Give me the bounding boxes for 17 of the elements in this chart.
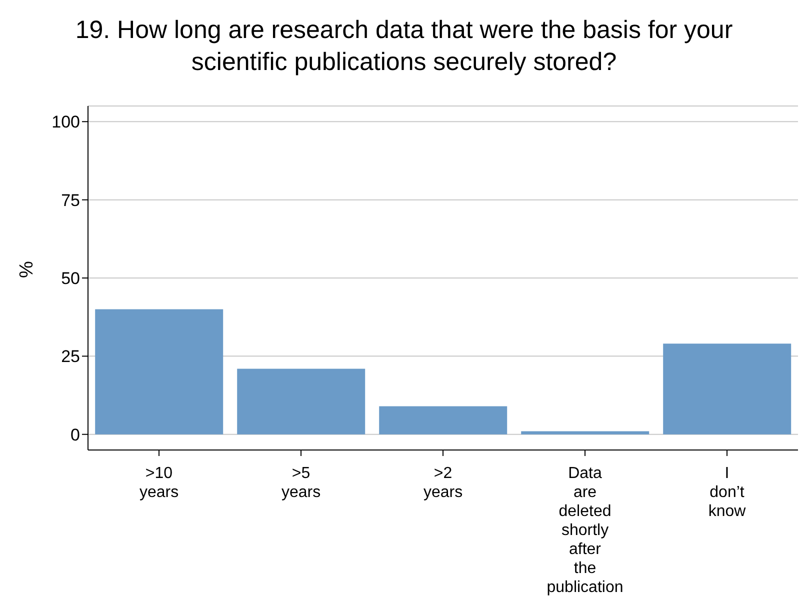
y-axis-title: % <box>16 261 38 278</box>
y-tick-label: 75 <box>61 190 80 210</box>
bar <box>237 368 366 434</box>
y-tick-label: 0 <box>70 425 80 444</box>
y-tick-label: 100 <box>52 112 80 132</box>
bar <box>663 344 792 434</box>
x-tick-label: Data are deleted shortly after the publication <box>546 465 624 596</box>
x-tick-label: I don’t know <box>708 465 746 520</box>
bar <box>95 309 224 434</box>
bar <box>521 431 650 434</box>
y-tick-label: 25 <box>61 347 80 366</box>
bar <box>379 406 508 434</box>
y-tick-label: 50 <box>61 269 80 288</box>
x-tick-label: >10 years <box>139 465 179 501</box>
x-tick-label: >2 years <box>423 465 463 501</box>
chart-title: 19. How long are research data that were the basis for your scientific publications securely stored? <box>74 15 734 78</box>
x-tick-label: >5 years <box>281 465 321 501</box>
